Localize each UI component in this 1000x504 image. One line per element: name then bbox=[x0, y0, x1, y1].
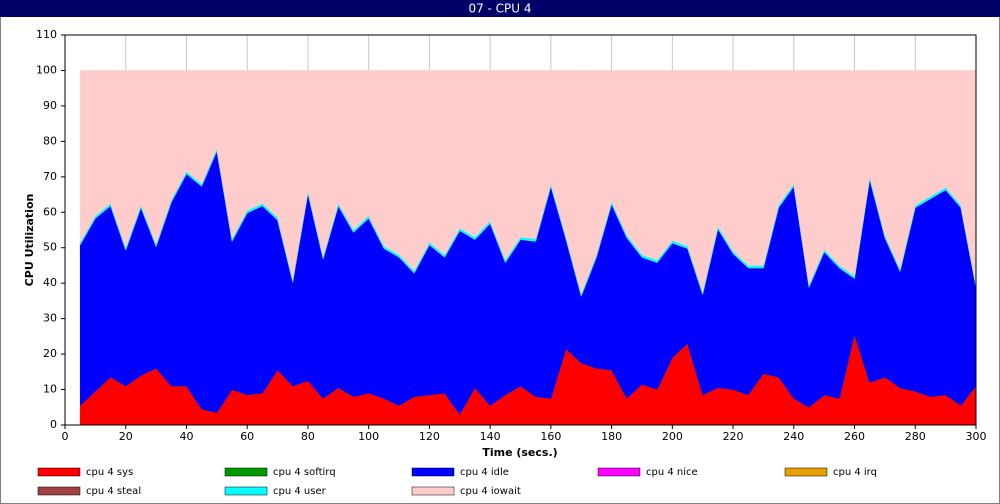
x-tick-label: 220 bbox=[723, 430, 744, 443]
legend-label: cpu 4 nice bbox=[646, 467, 698, 478]
x-tick-label: 200 bbox=[662, 430, 683, 443]
x-tick-label: 160 bbox=[540, 430, 561, 443]
legend-label: cpu 4 sys bbox=[86, 467, 133, 478]
legend-swatch bbox=[224, 467, 268, 477]
x-tick-label: 120 bbox=[419, 430, 440, 443]
x-tick-label: 20 bbox=[119, 430, 133, 443]
legend-label: cpu 4 irq bbox=[833, 467, 877, 478]
y-tick-label: 50 bbox=[43, 241, 57, 254]
x-tick-label: 260 bbox=[844, 430, 865, 443]
legend-label: cpu 4 iowait bbox=[460, 486, 521, 497]
y-tick-label: 40 bbox=[43, 276, 57, 289]
y-tick-label: 100 bbox=[36, 63, 57, 76]
x-tick-label: 0 bbox=[62, 430, 69, 443]
legend-swatch bbox=[37, 486, 81, 496]
legend-swatch bbox=[37, 467, 81, 477]
legend-swatch bbox=[411, 467, 455, 477]
y-tick-label: 0 bbox=[50, 418, 57, 431]
y-tick-label: 110 bbox=[36, 28, 57, 41]
y-tick-label: 30 bbox=[43, 312, 57, 325]
y-tick-label: 60 bbox=[43, 205, 57, 218]
x-tick-label: 40 bbox=[179, 430, 193, 443]
chart-title: 07 - CPU 4 bbox=[468, 2, 531, 16]
y-axis-label: CPU Utilization bbox=[23, 194, 36, 287]
x-axis-label: Time (secs.) bbox=[482, 446, 557, 459]
x-tick-label: 280 bbox=[905, 430, 926, 443]
y-tick-label: 90 bbox=[43, 99, 57, 112]
legend-swatch bbox=[597, 467, 641, 477]
plot-border bbox=[64, 34, 977, 426]
legend-label: cpu 4 user bbox=[273, 486, 327, 497]
y-tick-label: 80 bbox=[43, 134, 57, 147]
x-tick-label: 100 bbox=[358, 430, 379, 443]
x-tick-label: 80 bbox=[301, 430, 315, 443]
legend-label: cpu 4 idle bbox=[460, 467, 509, 478]
x-tick-label: 180 bbox=[601, 430, 622, 443]
x-tick-label: 60 bbox=[240, 430, 254, 443]
legend-label: cpu 4 steal bbox=[86, 486, 141, 497]
legend-swatch bbox=[411, 486, 455, 496]
legend-label: cpu 4 softirq bbox=[273, 467, 336, 478]
y-tick-label: 10 bbox=[43, 383, 57, 396]
y-tick-label: 70 bbox=[43, 170, 57, 183]
x-tick-label: 240 bbox=[783, 430, 804, 443]
legend-swatch bbox=[224, 486, 268, 496]
x-tick-label: 140 bbox=[480, 430, 501, 443]
title-bar bbox=[0, 0, 1000, 17]
y-tick-label: 20 bbox=[43, 347, 57, 360]
legend-swatch bbox=[784, 467, 828, 477]
x-tick-label: 300 bbox=[966, 430, 987, 443]
